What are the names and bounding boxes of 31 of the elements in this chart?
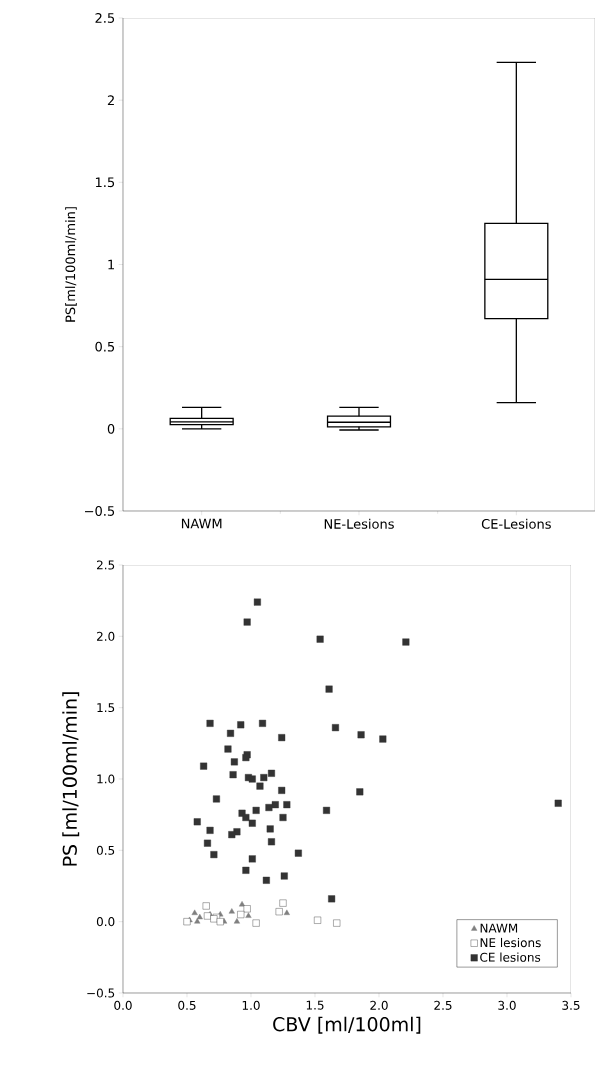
x-tick-label: 0.5 — [178, 1000, 196, 1010]
x-tick-label: 1.5 — [306, 1000, 324, 1010]
x-axis-title: CBV [ml/100ml] — [273, 1016, 421, 1034]
y-tick-label: 1.5 — [97, 703, 115, 713]
y-tick-label: 2.5 — [95, 13, 114, 23]
legend-label: NE lesions — [480, 937, 541, 948]
x-tick-label: NE-Lesions — [324, 518, 394, 529]
y-tick-label: −0.5 — [84, 506, 114, 516]
x-tick-label: 2.0 — [370, 1000, 388, 1010]
y-tick-label: 2 — [107, 95, 114, 105]
y-tick-label: 1 — [108, 259, 114, 270]
y-tick-label: 0.5 — [95, 341, 114, 352]
y-tick-label: 1.0 — [97, 774, 115, 784]
y-tick-label: 2.0 — [96, 631, 115, 641]
y-tick-label: 2.5 — [96, 560, 115, 570]
y-tick-label: −0.5 — [87, 988, 115, 998]
y-tick-label: 0.0 — [96, 917, 115, 927]
x-tick-label: 0.0 — [114, 1000, 132, 1010]
y-tick-label: 0.5 — [96, 845, 115, 855]
y-tick-label: 1.5 — [95, 177, 114, 188]
x-tick-label: 3.0 — [498, 1000, 516, 1010]
x-tick-label: 3.5 — [562, 1000, 580, 1010]
legend-label: NAWM — [480, 923, 517, 933]
x-tick-label: CE-Lesions — [481, 518, 551, 529]
y-tick-label: 0 — [107, 423, 115, 434]
x-tick-label: 2.5 — [434, 1000, 452, 1010]
y-axis-title: PS[ml/100ml/min] — [65, 207, 77, 322]
x-tick-label: NAWM — [181, 518, 222, 529]
y-axis-title: PS [ml/100ml/min] — [62, 692, 80, 866]
legend-label: CE lesions — [480, 952, 541, 962]
x-tick-label: 1.0 — [242, 1000, 260, 1010]
